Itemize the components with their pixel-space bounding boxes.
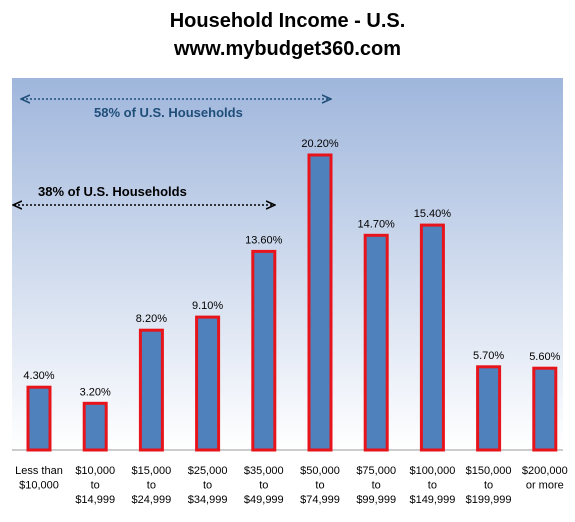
category-label-5-0: $50,000 <box>300 465 340 477</box>
category-labels: Less than $10,000 $10,000 to $14,999 $15,000 t… <box>15 465 568 506</box>
chart-title: Household Income - U.S. <box>169 10 406 32</box>
category-label-9-1: or more <box>526 480 564 492</box>
category-label-2-0: $15,000 <box>132 465 172 477</box>
value-label-9: 5.60% <box>529 351 560 363</box>
bar-0 <box>26 385 52 452</box>
value-label-2: 8.20% <box>136 313 167 325</box>
category-label-4-0: $35,000 <box>244 465 284 477</box>
value-label-0: 4.30% <box>23 370 54 382</box>
plot-area <box>12 78 563 450</box>
category-label-1-1: to <box>91 480 100 492</box>
category-label-0-1: $10,000 <box>19 480 59 492</box>
annotations: 58% of U.S. Households 38% of U.S. House… <box>14 99 330 205</box>
chart-subtitle: www.mybudget360.com <box>173 38 402 60</box>
value-labels: 4.30% 3.20% 8.20% 9.10% 13.60% 20.20% 14.70% 15… <box>23 138 560 398</box>
bar-5 <box>307 153 333 452</box>
value-label-6: 14.70% <box>358 218 396 230</box>
category-label-8-1: to <box>484 480 493 492</box>
bar-3 <box>195 315 221 452</box>
category-label-2-1: to <box>147 480 156 492</box>
category-label-3-0: $25,000 <box>188 465 228 477</box>
bar-9 <box>532 366 558 452</box>
value-label-4: 13.60% <box>245 234 283 246</box>
category-label-3-1: to <box>203 480 212 492</box>
bar-7 <box>419 223 445 452</box>
category-label-3-2: $34,999 <box>188 494 228 506</box>
bar-2 <box>138 328 164 452</box>
category-label-1-2: $14,999 <box>75 494 115 506</box>
category-label-6-2: $99,999 <box>356 494 396 506</box>
category-label-8-0: $150,000 <box>466 465 512 477</box>
value-label-3: 9.10% <box>192 300 223 312</box>
bars <box>26 153 558 452</box>
value-label-5: 20.20% <box>301 138 339 150</box>
annotation-label-58: 58% of U.S. Households <box>94 105 243 120</box>
category-label-5-2: $74,999 <box>300 494 340 506</box>
category-label-0-0: Less than <box>15 465 63 477</box>
category-label-1-0: $10,000 <box>75 465 115 477</box>
bar-1 <box>82 401 108 452</box>
category-label-9-0: $200,000 <box>522 465 568 477</box>
category-label-4-2: $49,999 <box>244 494 284 506</box>
category-label-6-0: $75,000 <box>356 465 396 477</box>
category-label-8-2: $199,999 <box>466 494 512 506</box>
value-label-1: 3.20% <box>80 386 111 398</box>
category-label-4-1: to <box>259 480 268 492</box>
category-label-7-2: $149,999 <box>409 494 455 506</box>
bar-8 <box>476 365 502 452</box>
value-label-8: 5.70% <box>473 350 504 362</box>
annotation-label-38: 38% of U.S. Households <box>38 184 187 199</box>
category-label-6-1: to <box>372 480 381 492</box>
bar-4 <box>251 249 277 452</box>
category-label-5-1: to <box>315 480 324 492</box>
bar-6 <box>363 233 389 452</box>
category-label-2-2: $24,999 <box>132 494 172 506</box>
category-label-7-1: to <box>428 480 437 492</box>
category-label-7-0: $100,000 <box>409 465 455 477</box>
value-label-7: 15.40% <box>414 208 452 220</box>
